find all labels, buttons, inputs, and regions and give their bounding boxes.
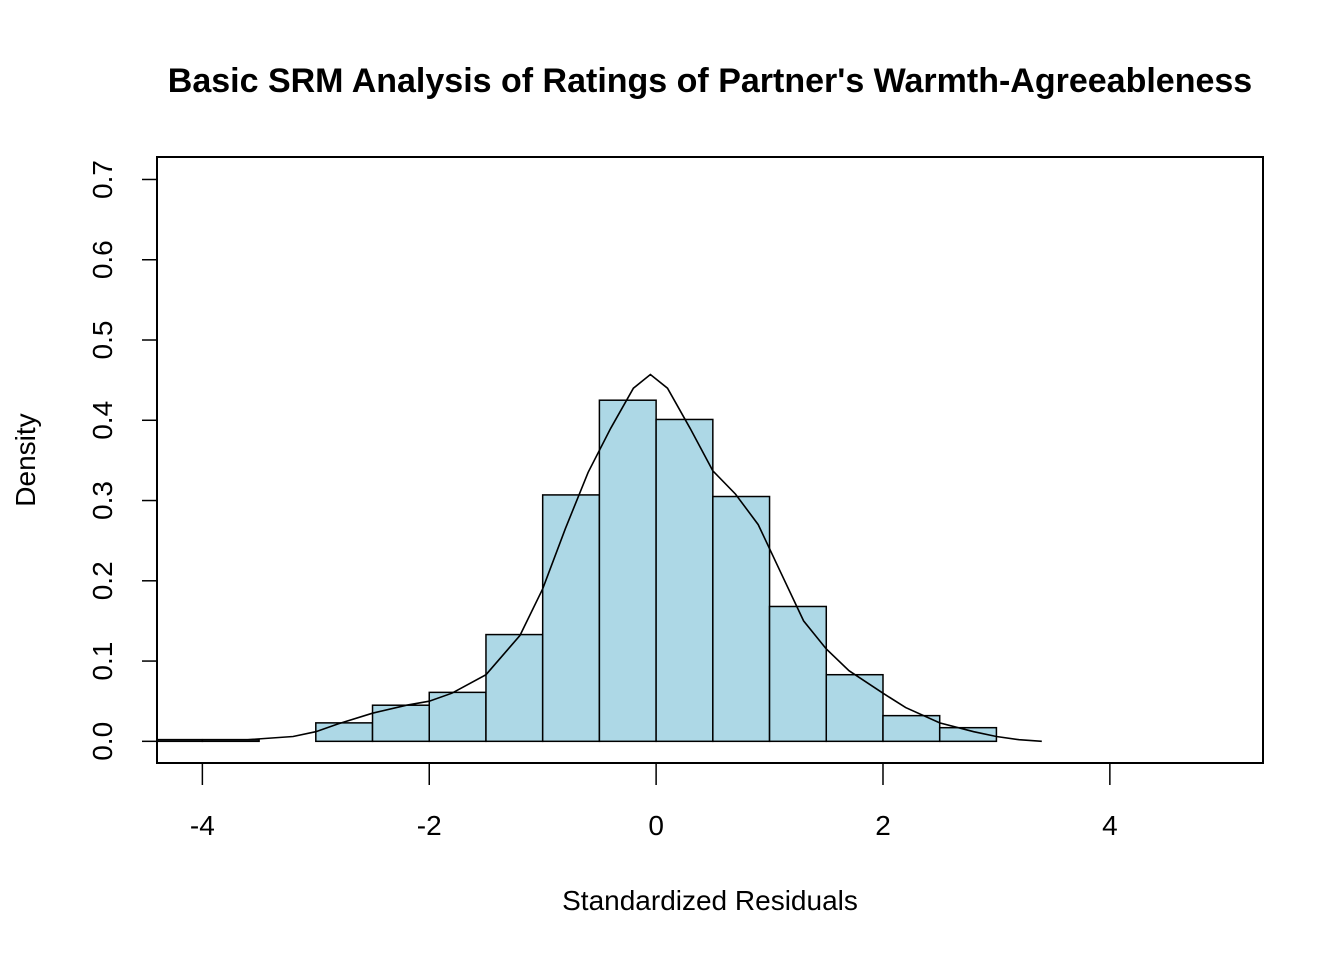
y-tick-label: 0.1 — [87, 642, 118, 681]
x-tick-label: 2 — [875, 810, 891, 841]
y-tick-label: 0.6 — [87, 240, 118, 279]
y-axis-label: Density — [10, 413, 41, 506]
x-tick-label: 0 — [648, 810, 664, 841]
y-tick-label: 0.3 — [87, 481, 118, 520]
histogram-bar — [768, 605, 828, 743]
histogram-bar — [541, 494, 601, 743]
y-tick-label: 0.4 — [87, 401, 118, 440]
histogram-bar — [598, 399, 657, 743]
y-tick-label: 0.5 — [87, 321, 118, 360]
histogram-bar — [485, 633, 544, 743]
histogram-bar — [712, 495, 771, 743]
histogram-bar — [825, 673, 884, 743]
plot-frame — [156, 156, 1264, 764]
histogram-bar — [655, 418, 714, 743]
x-tick-label: -4 — [190, 810, 215, 841]
histogram-bar — [938, 726, 998, 743]
histogram-bar — [428, 691, 487, 743]
y-tick-label: 0.0 — [87, 722, 118, 761]
x-tick-label: -2 — [417, 810, 442, 841]
x-axis-label: Standardized Residuals — [562, 885, 858, 916]
x-tick-label: 4 — [1102, 810, 1118, 841]
histogram-bars — [156, 399, 998, 743]
histogram-bar — [315, 722, 374, 743]
y-tick-label: 0.7 — [87, 160, 118, 199]
density-curve — [157, 373, 1042, 743]
chart-title: Basic SRM Analysis of Ratings of Partner… — [168, 62, 1252, 100]
y-axis: 0.0 0.1 0.2 0.3 0.4 0.5 0.6 0.7 — [87, 160, 157, 761]
y-tick-label: 0.2 — [87, 561, 118, 600]
x-axis: -4 -2 0 2 4 — [190, 763, 1118, 841]
